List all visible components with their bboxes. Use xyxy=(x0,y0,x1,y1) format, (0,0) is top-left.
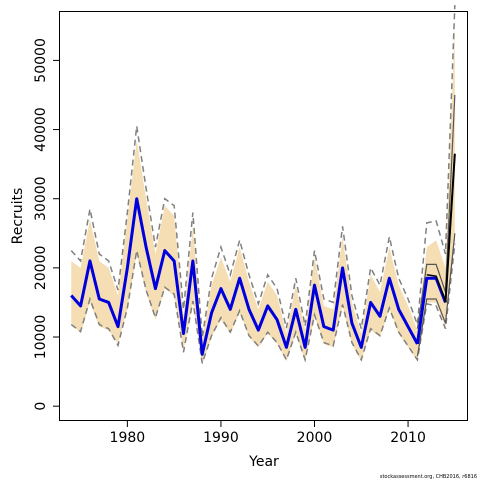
credit-annotation: stockassessment.org, CHB2016, r6816 xyxy=(380,474,477,480)
axes: 1980 1990 2000 2010 0 10000 20000 30000 40000 500… xyxy=(33,38,426,446)
y-tick-label: 30000 xyxy=(33,176,49,221)
recruits-estimate-line xyxy=(70,197,419,356)
y-tick-label: 10000 xyxy=(33,315,49,360)
retro-upper-line xyxy=(416,94,456,329)
x-tick-label: 2010 xyxy=(390,430,426,446)
x-tick-label: 1990 xyxy=(203,430,239,446)
y-tick-label: 20000 xyxy=(33,246,49,291)
ci-upper-line xyxy=(70,5,456,338)
y-tick-label: 50000 xyxy=(33,38,49,83)
x-tick-label: 2000 xyxy=(297,430,333,446)
plot-area xyxy=(70,5,456,365)
projection-line xyxy=(444,153,456,303)
y-tick-label: 40000 xyxy=(33,107,49,152)
confidence-band xyxy=(71,25,455,365)
y-axis-title: Recruits xyxy=(10,188,26,245)
retro-lower-line xyxy=(416,233,456,357)
ci-lower-line xyxy=(70,243,456,364)
y-tick-label: 0 xyxy=(33,402,49,411)
x-axis-title: Year xyxy=(248,454,279,470)
x-tick-label: 1980 xyxy=(110,430,146,446)
